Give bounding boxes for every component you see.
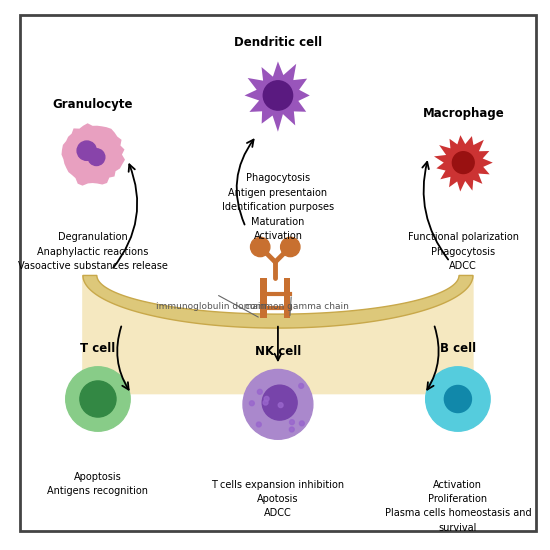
Circle shape	[264, 397, 269, 402]
Bar	[284, 278, 290, 318]
Text: Dendritic cell: Dendritic cell	[234, 36, 322, 49]
Circle shape	[289, 427, 294, 432]
Circle shape	[88, 148, 105, 166]
Text: Apoptosis
Antigens recognition: Apoptosis Antigens recognition	[47, 471, 148, 496]
Circle shape	[257, 389, 262, 394]
Circle shape	[85, 148, 97, 160]
Circle shape	[444, 386, 471, 412]
Circle shape	[249, 401, 254, 406]
Text: immunoglobulin domain: immunoglobulin domain	[156, 302, 266, 311]
Circle shape	[65, 367, 130, 431]
Circle shape	[243, 370, 313, 439]
Circle shape	[452, 152, 474, 173]
Circle shape	[289, 420, 294, 425]
Circle shape	[299, 421, 304, 426]
Bar	[260, 278, 267, 318]
Circle shape	[278, 403, 283, 408]
Text: B cell: B cell	[440, 342, 476, 355]
Circle shape	[80, 381, 116, 417]
FancyBboxPatch shape	[20, 15, 536, 531]
Circle shape	[77, 141, 96, 161]
Polygon shape	[83, 276, 473, 328]
Text: Functional polarization
Phagocytosis
ADCC: Functional polarization Phagocytosis ADC…	[408, 233, 519, 271]
Text: Phagocytosis
Antigen presentaion
Identification purposes
Maturation
Activation: Phagocytosis Antigen presentaion Identif…	[222, 173, 334, 241]
Circle shape	[299, 383, 304, 388]
Circle shape	[262, 385, 297, 420]
Text: Activation
Proliferation
Plasma cells homeostasis and
survival: Activation Proliferation Plasma cells ho…	[384, 480, 531, 533]
Text: NK cell: NK cell	[255, 345, 301, 358]
Text: common gamma chain: common gamma chain	[245, 302, 349, 311]
Circle shape	[263, 81, 293, 110]
Text: Macrophage: Macrophage	[422, 107, 504, 120]
Circle shape	[280, 237, 300, 257]
Polygon shape	[83, 276, 473, 394]
Text: Degranulation
Anaphylactic reactions
Vasoactive substances release: Degranulation Anaphylactic reactions Vas…	[18, 233, 168, 271]
Text: T cells expansion inhibition
Apotosis
ADCC: T cells expansion inhibition Apotosis AD…	[211, 480, 344, 519]
Polygon shape	[245, 62, 310, 132]
Polygon shape	[62, 123, 125, 186]
Circle shape	[263, 400, 268, 405]
Text: Granulocyte: Granulocyte	[52, 97, 133, 111]
Polygon shape	[434, 135, 493, 191]
Text: T cell: T cell	[80, 342, 116, 355]
Circle shape	[251, 237, 270, 257]
Circle shape	[256, 422, 261, 427]
Circle shape	[426, 367, 490, 431]
